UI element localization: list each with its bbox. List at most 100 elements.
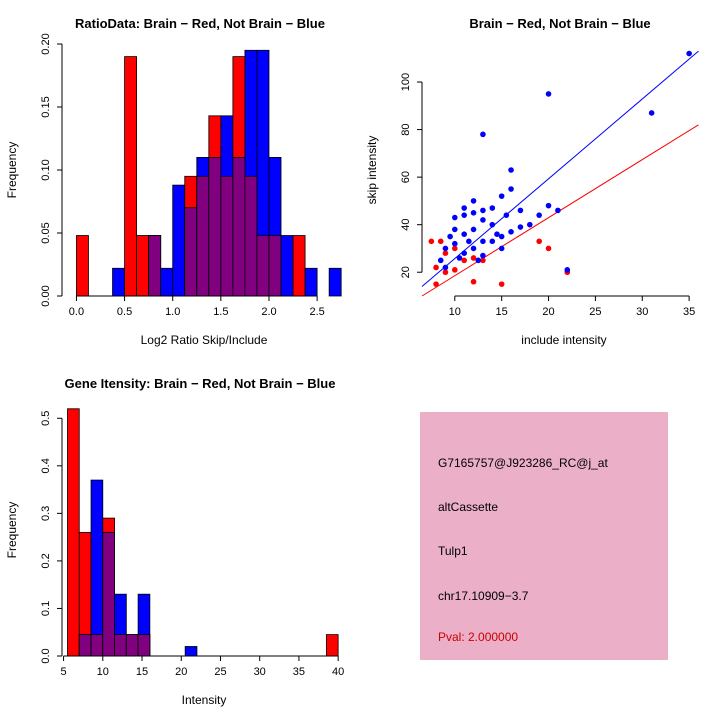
x-tick-label: 30 <box>636 306 648 318</box>
x-tick-label: 30 <box>254 666 266 678</box>
scatter-point-not-brain <box>489 221 496 228</box>
scatter-point-not-brain <box>480 207 486 214</box>
x-tick-label: 25 <box>589 306 601 318</box>
panel-event-info: G7165757@J923286_RC@j_at altCassette Tul… <box>360 360 720 720</box>
hist-bar-overlap <box>220 175 234 297</box>
scatter-point-not-brain <box>461 250 467 257</box>
scatter-point-not-brain <box>508 167 514 173</box>
hist-bar-overlap <box>90 634 104 657</box>
scatter-point-brain <box>428 238 435 245</box>
x-tick-label: 0.0 <box>69 306 84 318</box>
scatter-point-brain <box>470 278 477 285</box>
scatter-point-brain <box>433 264 439 271</box>
info-box: G7165757@J923286_RC@j_at altCassette Tul… <box>420 412 668 660</box>
hist-bar-brain <box>136 235 150 297</box>
scatter-point-not-brain <box>508 186 514 192</box>
y-tick-label: 0.4 <box>40 458 52 473</box>
scatter-point-not-brain <box>470 245 477 252</box>
scatter-point-brain <box>498 281 505 287</box>
hist-bar-overlap <box>268 235 282 297</box>
hist-bar-brain <box>76 235 89 297</box>
x-axis-label: Log2 Ratio Skip/Include <box>141 333 268 347</box>
chart-title-ratio-histogram: RatioData: Brain − Red, Not Brain − Blue <box>75 16 325 31</box>
y-axis-label: skip intensity <box>365 136 379 205</box>
scatter-point-not-brain <box>475 257 482 264</box>
scatter-point-brain <box>470 255 477 261</box>
scatter-point-brain <box>433 281 439 287</box>
x-tick-label: 5 <box>61 666 67 678</box>
y-tick-label: 100 <box>400 73 412 91</box>
y-tick-label: 0.5 <box>40 411 52 426</box>
hist-bar-not-brain <box>328 267 342 297</box>
chart-title-intensity-scatter: Brain − Red, Not Brain − Blue <box>469 16 651 31</box>
x-tick-label: 35 <box>683 306 695 318</box>
x-tick-label: 2.0 <box>261 306 276 318</box>
y-tick-label: 20 <box>400 266 412 278</box>
scatter-point-not-brain <box>555 207 561 214</box>
scatter-point-not-brain <box>517 207 524 214</box>
scatter-point-brain <box>480 257 486 264</box>
x-tick-label: 0.5 <box>117 306 132 318</box>
hist-bar-overlap <box>148 235 162 297</box>
y-tick-label: 0.2 <box>40 553 52 568</box>
scatter-point-not-brain <box>517 224 524 230</box>
scatter-point-not-brain <box>442 264 449 271</box>
scatter-point-not-brain <box>452 240 458 247</box>
x-tick-label: 10 <box>449 306 461 318</box>
hist-bar-overlap <box>102 531 115 657</box>
scatter-point-not-brain <box>494 231 500 237</box>
hist-bar-overlap <box>137 634 151 657</box>
x-tick-label: 40 <box>332 666 344 678</box>
hist-bar-overlap <box>232 157 246 297</box>
hist-bar-not-brain <box>112 267 125 297</box>
scatter-point-not-brain <box>461 231 467 237</box>
panel-intensity-scatter: Brain − Red, Not Brain − Blue 10 15 20 25 30… <box>360 0 720 360</box>
scatter-point-not-brain <box>498 193 505 199</box>
scatter-point-not-brain <box>686 50 692 57</box>
hist-bar-overlap <box>78 634 92 657</box>
scatter-point-not-brain <box>480 131 486 138</box>
x-axis-label: include intensity <box>521 333 606 347</box>
y-tick-label: 0.05 <box>40 222 52 243</box>
scatter-point-not-brain <box>452 226 458 233</box>
hist-bar-not-brain <box>160 267 174 297</box>
scatter-point-not-brain <box>480 252 486 259</box>
hist-bar-brain <box>67 408 80 657</box>
x-tick-label: 15 <box>136 666 148 678</box>
scatter-point-not-brain <box>470 209 477 216</box>
scatter-point-not-brain <box>545 91 552 97</box>
scatter-point-not-brain <box>526 221 533 228</box>
scatter-point-brain <box>442 269 449 276</box>
x-tick-label: 35 <box>293 666 305 678</box>
scatter-point-not-brain <box>461 205 467 211</box>
y-tick-label: 0.20 <box>40 33 52 54</box>
scatter-point-brain <box>536 238 542 245</box>
info-event-type: altCassette <box>438 500 499 514</box>
scatter-point-brain <box>452 245 458 252</box>
hist-bar-overlap <box>196 175 210 297</box>
hist-bar-not-brain <box>304 267 318 297</box>
scatter-point-not-brain <box>480 217 486 223</box>
scatter-point-brain <box>461 257 467 264</box>
hist-bar-overlap <box>256 235 270 297</box>
hist-bar-not-brain <box>172 184 186 297</box>
x-tick-label: 2.5 <box>309 306 324 318</box>
scatter-point-not-brain <box>503 212 510 218</box>
scatter-point-not-brain <box>489 205 496 211</box>
x-tick-label: 20 <box>542 306 554 318</box>
y-tick-label: 80 <box>400 123 412 135</box>
hist-bar-brain <box>325 634 339 657</box>
hist-bar-overlap <box>244 175 258 297</box>
hist-bar-not-brain <box>280 235 294 297</box>
y-tick-label: 0.1 <box>40 601 52 616</box>
scatter-point-not-brain <box>498 233 505 240</box>
y-tick-label: 60 <box>400 171 412 183</box>
scatter-point-not-brain <box>447 233 453 240</box>
scatter-point-not-brain <box>452 214 458 221</box>
x-tick-label: 25 <box>214 666 226 678</box>
info-pval: Pval: 2.000000 <box>438 630 519 644</box>
hist-bar-overlap <box>184 207 198 297</box>
x-axis-label: Intensity <box>182 693 227 707</box>
hist-bar-overlap <box>114 634 127 657</box>
